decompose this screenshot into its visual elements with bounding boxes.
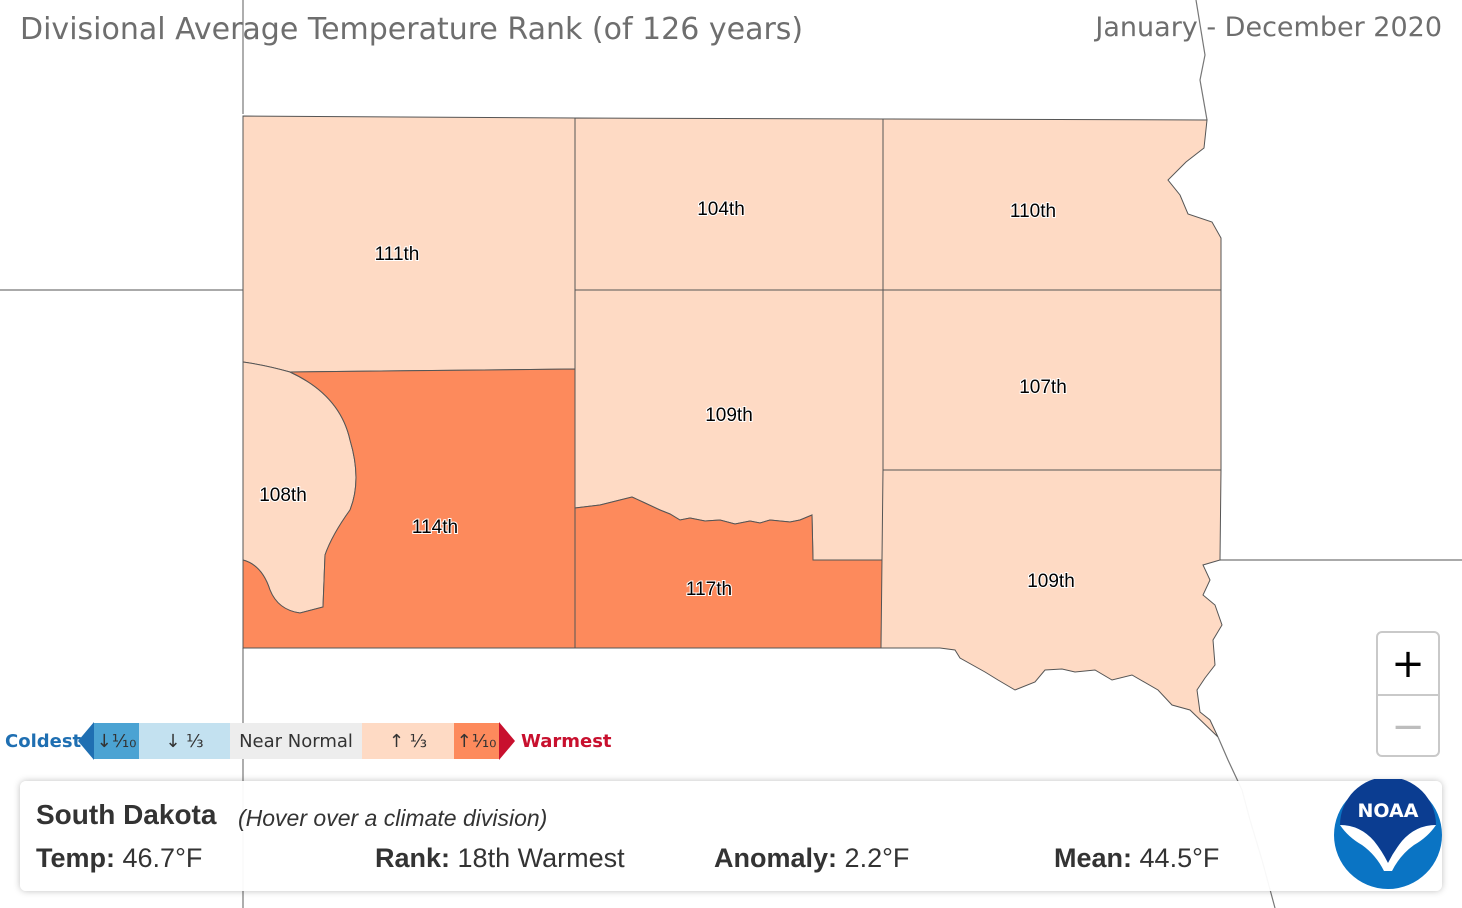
noaa-logo-text: NOAA — [1358, 800, 1419, 822]
info-state-name: South Dakota — [36, 799, 217, 830]
legend-warmest-label: Warmest — [521, 731, 612, 752]
division-southeast[interactable] — [880, 469, 1223, 738]
rank-stat: Rank: 18th Warmest — [375, 843, 625, 874]
legend-box-below-third: ↓ ⅓ — [139, 723, 230, 759]
division-southwest[interactable] — [242, 368, 576, 649]
zoom-in-button[interactable]: + — [1378, 633, 1438, 696]
rank-label-south-central: 117th — [686, 579, 732, 600]
rank-label-northeast: 110th — [1010, 201, 1056, 222]
rank-label-southeast: 109th — [1027, 571, 1075, 592]
legend-box-above-third: ↑ ⅓ — [362, 723, 454, 759]
rank-value: 18th Warmest — [457, 843, 625, 873]
noaa-logo-icon[interactable]: NOAA — [1332, 779, 1444, 891]
rank-label-southwest: 114th — [412, 517, 458, 538]
rank-label-north-central: 104th — [697, 199, 745, 220]
legend-coldest-arrow — [78, 722, 94, 760]
division-south-central[interactable] — [574, 496, 884, 649]
mean-label: Mean: — [1054, 843, 1133, 873]
mean-stat: Mean: 44.5°F — [1054, 843, 1219, 874]
legend-box-coldest-tenth: ↓⅒ — [94, 723, 139, 759]
temp-value: 46.7°F — [122, 843, 203, 873]
rank-label-northwest: 111th — [375, 244, 420, 265]
legend-coldest-label: Coldest — [5, 731, 82, 752]
climate-divisions — [242, 115, 1223, 738]
legend: Coldest ↓⅒ ↓ ⅓ Near Normal ↑ ⅓ ↑⅒ Warmes… — [0, 722, 620, 760]
info-hint: (Hover over a climate division) — [238, 805, 548, 831]
mean-value: 44.5°F — [1139, 843, 1220, 873]
anomaly-value: 2.2°F — [844, 843, 910, 873]
map-title: Divisional Average Temperature Rank (of … — [20, 12, 804, 47]
rank-label: Rank: — [375, 843, 451, 873]
rank-label-black-hills: 108th — [259, 485, 307, 506]
zoom-control: + − — [1376, 631, 1440, 757]
temp-label: Temp: — [36, 843, 115, 873]
anomaly-stat: Anomaly: 2.2°F — [714, 843, 909, 874]
period-label: January - December 2020 — [1095, 12, 1442, 43]
anomaly-label: Anomaly: — [714, 843, 838, 873]
division-labels: 111th 104th 110th 108th 114th 109th 117t… — [258, 198, 1076, 601]
zoom-out-button[interactable]: − — [1391, 703, 1425, 750]
info-panel: South Dakota (Hover over a climate divis… — [20, 779, 1444, 891]
temp-stat: Temp: 46.7°F — [36, 843, 202, 874]
rank-label-east-central: 107th — [1019, 377, 1067, 398]
legend-box-near-normal: Near Normal — [230, 723, 362, 759]
legend-box-warmest-tenth: ↑⅒ — [454, 723, 499, 759]
legend-warmest-arrow — [499, 722, 515, 760]
rank-label-central: 109th — [705, 405, 753, 426]
